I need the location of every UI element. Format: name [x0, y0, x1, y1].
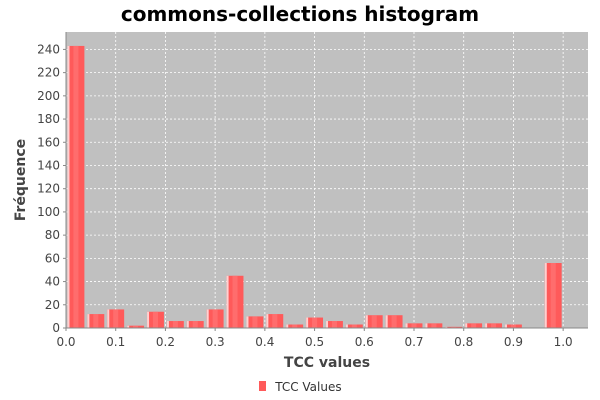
y-tick-label: 120	[37, 182, 60, 196]
histogram-bar	[504, 324, 522, 328]
y-tick-labels: 0 20 40 60 80 100 120 140 160 180 200 220 240	[37, 42, 66, 335]
histogram-bar	[345, 324, 363, 328]
y-tick-label: 40	[45, 275, 60, 289]
histogram-bar	[107, 309, 125, 328]
plot-area	[66, 32, 588, 328]
histogram-bar	[266, 314, 284, 328]
histogram-bar	[385, 315, 403, 328]
x-tick-label: 0.4	[255, 335, 274, 349]
histogram-bar	[147, 311, 164, 328]
histogram-bar	[365, 315, 383, 328]
histogram-bar	[544, 262, 562, 328]
y-tick-label: 220	[37, 66, 60, 80]
legend-label: TCC Values	[275, 380, 342, 394]
legend: TCC Values	[0, 380, 600, 394]
histogram-bar	[465, 323, 483, 328]
histogram-bar	[186, 321, 204, 328]
histogram-bar	[306, 317, 324, 328]
histogram-bar	[485, 323, 502, 328]
histogram-bar	[67, 45, 85, 328]
x-tick-labels: 0.0 0.1 0.2 0.3 0.4 0.5 0.6 0.7 0.8 0.9 1.0	[56, 328, 573, 349]
histogram-bar	[405, 323, 423, 328]
histogram-bar	[206, 309, 224, 328]
grid-lines	[66, 32, 588, 328]
y-tick-label: 0	[52, 321, 60, 335]
histogram-bar	[226, 275, 244, 328]
x-tick-label: 0.2	[156, 335, 175, 349]
histogram-bar	[445, 326, 463, 328]
y-tick-label: 140	[37, 158, 60, 172]
histogram-bar	[166, 321, 184, 328]
x-tick-label: 0.3	[206, 335, 225, 349]
x-tick-label: 1.0	[554, 335, 573, 349]
y-tick-label: 240	[37, 42, 60, 56]
y-tick-label: 180	[37, 112, 60, 126]
histogram-bar	[246, 316, 264, 328]
histogram-bar	[326, 321, 343, 328]
x-tick-label: 0.8	[454, 335, 473, 349]
x-tick-label: 0.5	[305, 335, 324, 349]
x-axis-label: TCC values	[284, 355, 370, 371]
histogram-bar	[425, 323, 443, 328]
histogram-bar	[87, 314, 105, 328]
y-tick-label: 100	[37, 205, 60, 219]
chart-title: commons-collections histogram	[120, 2, 480, 26]
y-tick-label: 60	[45, 251, 60, 265]
y-tick-label: 20	[45, 298, 60, 312]
y-tick-label: 80	[45, 228, 60, 242]
legend-swatch	[258, 380, 268, 392]
x-tick-label: 0.6	[355, 335, 374, 349]
histogram-bar	[286, 324, 304, 328]
y-axis-label: Fréquence	[13, 139, 29, 221]
histogram-bar	[127, 325, 145, 328]
y-tick-label: 200	[37, 89, 60, 103]
x-tick-label: 0.1	[106, 335, 125, 349]
x-tick-label: 0.9	[504, 335, 523, 349]
y-tick-label: 160	[37, 135, 60, 149]
bars	[67, 45, 562, 328]
x-tick-label: 0.0	[56, 335, 75, 349]
x-tick-label: 0.7	[404, 335, 423, 349]
